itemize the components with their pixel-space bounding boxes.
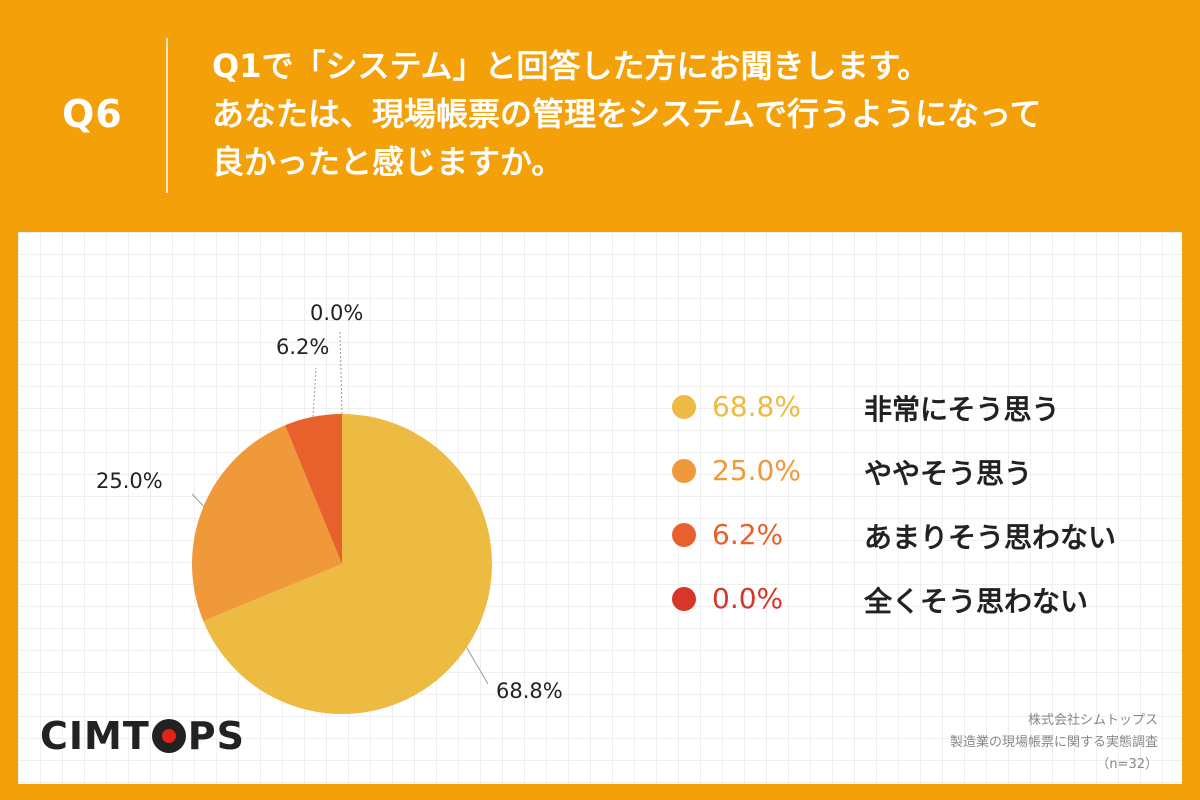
footnote: 株式会社シムトップス 製造業の現場帳票に関する実態調査 （n=32） xyxy=(950,710,1158,776)
header-divider xyxy=(166,38,168,193)
legend-label-somewhat: ややそう思う xyxy=(864,457,1033,490)
legend-dot-not-at-all xyxy=(672,587,696,611)
legend-label-not-much: あまりそう思わない xyxy=(864,521,1117,554)
logo-text-end: PS xyxy=(187,714,245,758)
legend-dot-not-much xyxy=(672,523,696,547)
legend-dot-very xyxy=(672,395,696,419)
pie-label-not-at-all: 0.0% xyxy=(310,301,363,325)
pie-label-very: 68.8% xyxy=(496,679,563,703)
pie-slice-not-much xyxy=(285,414,342,564)
legend-pct-very: 68.8% xyxy=(712,390,801,423)
question-number: Q6 xyxy=(62,92,123,136)
logo-text-start: CIMT xyxy=(40,714,150,758)
legend-label-not-at-all: 全くそう思わない xyxy=(864,585,1089,618)
logo-o-mark-icon xyxy=(151,719,186,753)
pie-label-not-much: 6.2% xyxy=(276,335,329,359)
legend-label-very: 非常にそう思う xyxy=(864,393,1060,426)
footnote-survey: 製造業の現場帳票に関する実態調査 xyxy=(949,735,1158,750)
question-text: Q1で「システム」と回答した方にお聞きします。 あなたは、現場帳票の管理をシステ… xyxy=(212,42,1172,186)
pie-chart: 68.8% 25.0% 6.2% 0.0% xyxy=(96,301,563,714)
leader-line-not-much xyxy=(312,367,317,417)
leader-line-not-at-all xyxy=(339,331,343,415)
question-line-1: Q1で「システム」と回答した方にお聞きします。 xyxy=(212,47,930,85)
pie-slice-very xyxy=(203,414,493,714)
header: Q6 Q1で「システム」と回答した方にお聞きします。 あなたは、現場帳票の管理を… xyxy=(0,0,1200,232)
legend-dot-somewhat xyxy=(672,459,696,483)
pie-label-somewhat: 25.0% xyxy=(96,469,163,493)
legend-pct-somewhat: 25.0% xyxy=(712,454,801,487)
footnote-company: 株式会社シムトップス xyxy=(1027,713,1158,728)
cimtops-logo: CIMT PS xyxy=(40,714,245,758)
leader-line-somewhat xyxy=(191,493,204,507)
question-line-3: 良かったと感じますか。 xyxy=(212,143,564,181)
question-line-2: あなたは、現場帳票の管理をシステムで行うようになって xyxy=(212,95,1042,133)
pie-slice-somewhat xyxy=(192,425,342,621)
legend-pct-not-much: 6.2% xyxy=(712,518,784,551)
leader-line-very xyxy=(466,647,489,685)
chart-panel: 68.8% 25.0% 6.2% 0.0% 68.8% 非常にそう思う 25.0% や… xyxy=(18,232,1182,784)
legend-pct-not-at-all: 0.0% xyxy=(712,582,784,615)
footnote-sample: （n=32） xyxy=(1096,757,1158,772)
